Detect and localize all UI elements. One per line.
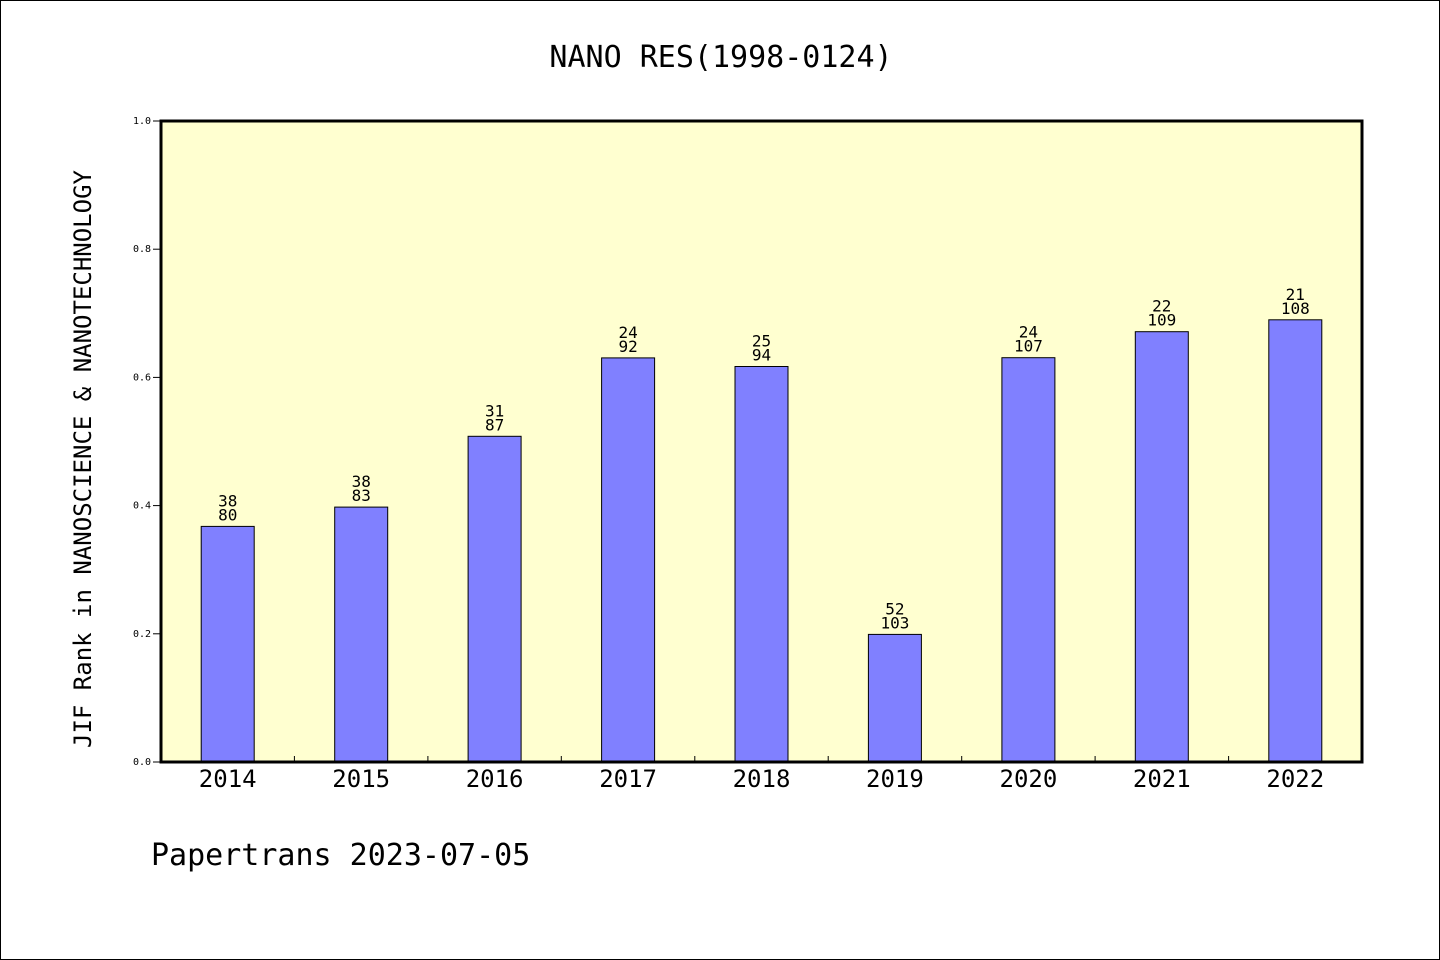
data-label-rank-2017: 24 <box>618 323 637 342</box>
x-tick-label-2015: 2015 <box>332 765 390 793</box>
y-tick-label-0: 0.0 <box>133 757 151 768</box>
y-axis-label: JIF Rank in NANOSCIENCE & NANOTECHNOLOGY <box>69 169 97 748</box>
data-label-total-2020: 107 <box>1014 337 1043 356</box>
data-label-total-2022: 108 <box>1281 299 1310 318</box>
data-label-rank-2020: 24 <box>1019 323 1038 342</box>
bar-2020 <box>1001 357 1056 763</box>
y-tick-label-1: 0.2 <box>133 629 151 640</box>
data-label-total-2017: 92 <box>618 337 637 356</box>
data-label-rank-2021: 22 <box>1152 297 1171 316</box>
y-tick-label-4: 0.8 <box>133 244 151 255</box>
x-tick-label-2018: 2018 <box>733 765 791 793</box>
bar-2016 <box>467 435 522 763</box>
data-label-rank-2019: 52 <box>885 599 904 618</box>
y-tick-label-3: 0.6 <box>133 372 151 383</box>
data-label-total-2016: 87 <box>485 415 504 434</box>
bar-2021 <box>1134 331 1189 763</box>
y-tick-label-5: 1.0 <box>133 116 151 127</box>
chart-title: NANO RES(1998-0124) <box>549 40 892 75</box>
data-label-rank-2018: 25 <box>752 332 771 351</box>
x-tick-label-2022: 2022 <box>1266 765 1324 793</box>
bar-2014 <box>200 525 255 763</box>
x-tick-label-2016: 2016 <box>466 765 524 793</box>
data-label-rank-2016: 31 <box>485 401 504 420</box>
bar-2015 <box>334 506 389 763</box>
bar-2017 <box>601 357 656 763</box>
data-label-total-2014: 80 <box>218 505 237 524</box>
data-label-rank-2022: 21 <box>1286 285 1305 304</box>
bar-2018 <box>734 366 789 763</box>
data-label-rank-2015: 38 <box>352 472 371 491</box>
x-tick-label-2019: 2019 <box>866 765 924 793</box>
footer-text: Papertrans 2023-07-05 <box>151 838 530 873</box>
data-label-total-2019: 103 <box>880 613 909 632</box>
bar-2022 <box>1268 319 1323 763</box>
y-tick-label-2: 0.4 <box>133 501 151 512</box>
bar-2019 <box>867 633 922 763</box>
x-tick-label-2014: 2014 <box>199 765 257 793</box>
x-tick-label-2021: 2021 <box>1133 765 1191 793</box>
x-ticks-layer: 2014 2015 2016 2017 2018 2019 2020 2021 2022 <box>199 756 1324 793</box>
data-label-rank-2014: 38 <box>218 491 237 510</box>
data-label-total-2021: 109 <box>1147 311 1176 330</box>
y-ticks-layer: 0.0 0.2 0.4 0.6 0.8 1.0 <box>133 116 161 768</box>
plot-frame <box>159 119 1364 764</box>
data-label-total-2015: 83 <box>352 486 371 505</box>
x-tick-label-2020: 2020 <box>1000 765 1058 793</box>
x-tick-label-2017: 2017 <box>599 765 657 793</box>
data-label-total-2018: 94 <box>752 346 771 365</box>
